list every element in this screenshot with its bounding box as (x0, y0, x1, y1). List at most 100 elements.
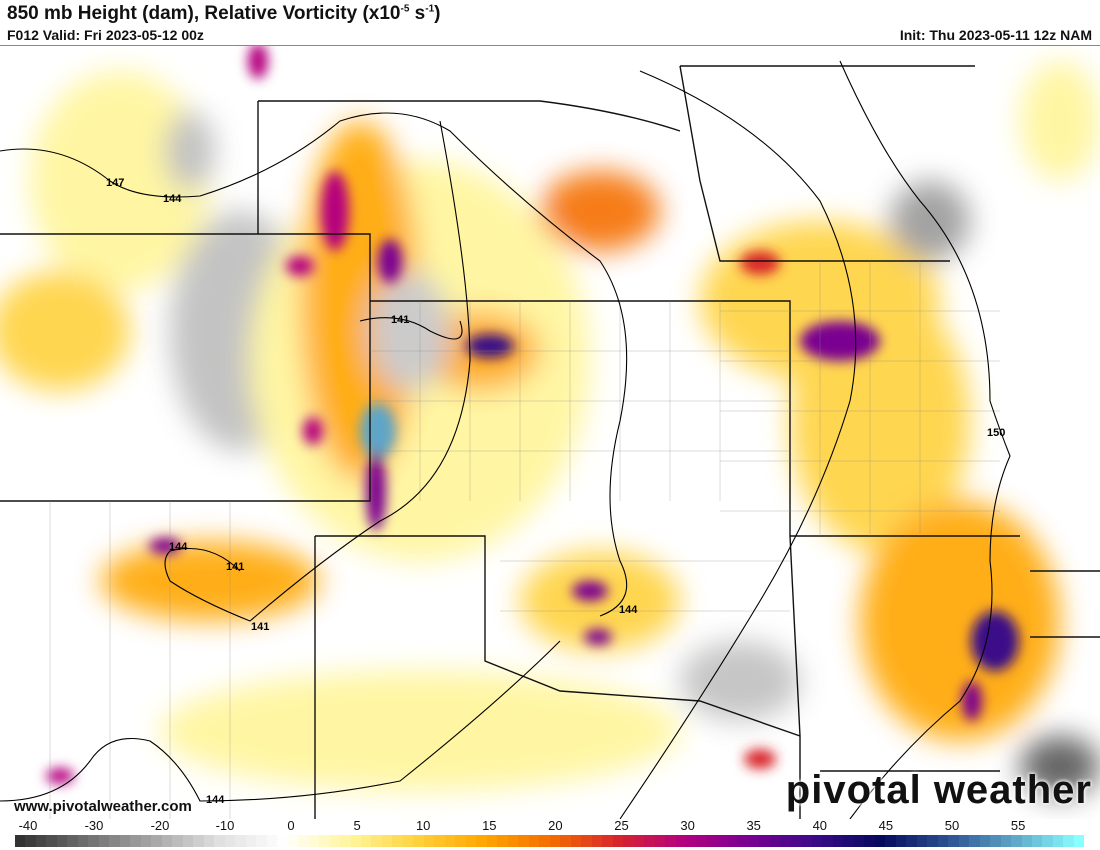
title-exponent: -5 (400, 3, 410, 15)
colorbar-cell (706, 835, 718, 847)
colorbar-cell (916, 835, 928, 847)
colorbar-cell (130, 835, 141, 847)
colorbar-cell (1042, 835, 1053, 847)
colorbar-cell (444, 835, 456, 847)
colorbar-cell (895, 835, 907, 847)
contour-label: 141 (226, 561, 244, 573)
colorbar-cell (277, 835, 288, 847)
colorbar-cell (853, 835, 865, 847)
colorbar-cell (560, 835, 571, 847)
colorbar-cell (371, 835, 382, 847)
colorbar-cell (119, 835, 131, 847)
colorbar-cell (392, 835, 403, 847)
colorbar (15, 835, 1085, 847)
colorbar-cell (633, 835, 645, 847)
colorbar-cell (235, 835, 246, 847)
title-text-unit: s (409, 3, 426, 24)
colorbar-cell (287, 835, 299, 847)
colorbar-cell (769, 835, 781, 847)
colorbar-cell (402, 835, 414, 847)
colorbar-cell (759, 835, 770, 847)
colorbar-cell (507, 835, 519, 847)
colorbar-cell (528, 835, 540, 847)
colorbar-tick-label: 15 (482, 818, 497, 833)
state-borders (0, 65, 1100, 819)
valid-time: F012 Valid: Fri 2023-05-12 00z (7, 27, 204, 43)
colorbar-cell (518, 835, 529, 847)
colorbar-labels: -40 -30 -20 -10 0 5 10 15 20 25 30 35 40 45 50 55 (0, 818, 1100, 834)
colorbar-cell (109, 835, 120, 847)
colorbar-cell (350, 835, 361, 847)
colorbar-cell (340, 835, 351, 847)
colorbar-tick-label: 20 (548, 818, 563, 833)
contour-label: 144 (169, 541, 188, 553)
colorbar-cell (319, 835, 330, 847)
colorbar-cell (455, 835, 466, 847)
colorbar-cell (35, 835, 47, 847)
contour-label: 150 (987, 427, 1005, 439)
colorbar-cell (686, 835, 697, 847)
colorbar-cell (937, 835, 949, 847)
colorbar-cell (1031, 835, 1043, 847)
colorbar-cell (15, 835, 26, 847)
colorbar-cell (256, 835, 267, 847)
colorbar-cell (193, 835, 204, 847)
colorbar-cell (612, 835, 624, 847)
colorbar-cell (738, 835, 749, 847)
init-time: Init: Thu 2023-05-11 12z NAM (899, 27, 1092, 43)
colorbar-cell (329, 835, 341, 847)
colorbar-cell (780, 835, 791, 847)
colorbar-cell (172, 835, 183, 847)
colorbar-cell (801, 835, 812, 847)
colorbar-cell (476, 835, 487, 847)
contour-label: 144 (163, 193, 182, 205)
colorbar-tick-label: -20 (150, 818, 170, 833)
colorbar-cell (77, 835, 89, 847)
colorbar-tick-label: 10 (415, 818, 431, 833)
colorbar-cell (906, 835, 917, 847)
colorbar-cell (948, 835, 959, 847)
colorbar-cell (203, 835, 215, 847)
colorbar-cell (46, 835, 57, 847)
colorbar-cell (958, 835, 970, 847)
colorbar-cell (539, 835, 550, 847)
colorbar-cell (549, 835, 561, 847)
county-lines (49, 261, 1000, 819)
colorbar-cell (298, 835, 309, 847)
colorbar-tick-label: 55 (1010, 818, 1026, 833)
colorbar-cell (665, 835, 676, 847)
colorbar-cell (874, 835, 886, 847)
colorbar-cell (423, 835, 435, 847)
colorbar-tick-label: 5 (353, 818, 361, 833)
colorbar-cell (497, 835, 508, 847)
colorbar-cell (1073, 835, 1085, 847)
colorbar-cell (308, 835, 320, 847)
colorbar-cell (644, 835, 655, 847)
contour-label: 147 (106, 177, 124, 189)
colorbar-tick-label: -30 (84, 818, 104, 833)
contour-label: 141 (251, 621, 269, 633)
weather-map: 147 144 141 144 141 141 144 150 144 (0, 45, 1100, 819)
colorbar-cell (790, 835, 802, 847)
colorbar-cell (161, 835, 173, 847)
colorbar-cell (98, 835, 110, 847)
pivotal-weather-logo: pivotal weather (785, 768, 1092, 812)
colorbar-cell (570, 835, 582, 847)
contour-labels: 147 144 141 144 141 141 144 150 144 (106, 177, 1005, 806)
contour-label: 144 (619, 604, 638, 616)
colorbar-cell (88, 835, 99, 847)
colorbar-cell (214, 835, 225, 847)
colorbar-cell (67, 835, 78, 847)
colorbar-tick-label: 50 (944, 818, 960, 833)
colorbar-tick-label: 0 (287, 818, 295, 833)
colorbar-cell (717, 835, 728, 847)
colorbar-cell (602, 835, 613, 847)
contour-label: 144 (206, 794, 225, 806)
colorbar-cell (151, 835, 162, 847)
colorbar-cell (623, 835, 634, 847)
colorbar-cell (822, 835, 833, 847)
colorbar-cell (56, 835, 68, 847)
colorbar-cell (486, 835, 498, 847)
colorbar-cell (885, 835, 896, 847)
colorbar-tick-label: 45 (878, 818, 894, 833)
